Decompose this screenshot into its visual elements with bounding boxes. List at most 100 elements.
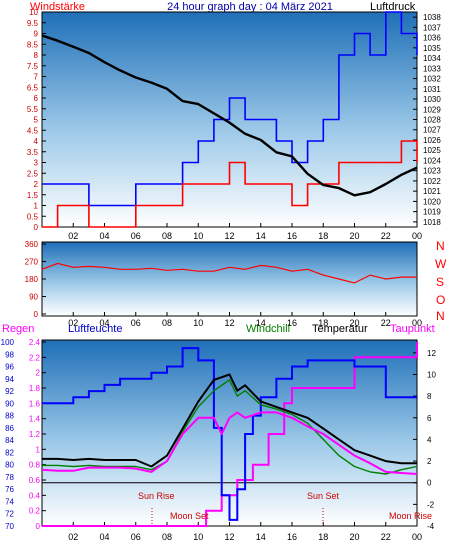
pressure-y-tick-label: 1035 bbox=[423, 44, 441, 53]
direction-x-tick-label: 06 bbox=[131, 318, 141, 328]
pressure-y-tick-label: 1029 bbox=[423, 105, 441, 114]
rain-y-tick-label: 1.4 bbox=[29, 415, 41, 424]
temp-y-tick-label: 4 bbox=[427, 435, 432, 444]
direction-y-tick-label: 90 bbox=[29, 293, 38, 302]
wind-y-tick-label: 8.5 bbox=[27, 40, 39, 49]
compass-s: S bbox=[436, 275, 444, 289]
temp-y-tick-label: -4 bbox=[427, 522, 435, 531]
temperature-line bbox=[42, 373, 417, 468]
sun-rise-label: Sun Rise bbox=[138, 491, 175, 501]
direction-x-tick-label: 20 bbox=[349, 318, 359, 328]
rain-y-tick-label: 0.8 bbox=[29, 461, 41, 470]
temp-y-tick-label: 10 bbox=[427, 370, 436, 379]
pressure-y-tick-label: 1027 bbox=[423, 126, 441, 135]
rain-y-tick-label: 1.8 bbox=[29, 384, 41, 393]
compass-w: W bbox=[435, 257, 447, 271]
pressure-y-tick-label: 1025 bbox=[423, 146, 441, 155]
pressure-y-tick-label: 1032 bbox=[423, 75, 441, 84]
moon-rise-label: Moon Rise bbox=[389, 511, 432, 521]
direction-y-tick-label: 360 bbox=[25, 240, 39, 249]
climate-x-tick-label: 14 bbox=[256, 532, 266, 542]
wind-y-tick-label: 0.5 bbox=[27, 212, 39, 221]
pressure-y-tick-label: 1034 bbox=[423, 54, 441, 63]
wind-y-tick-label: 7.5 bbox=[27, 62, 39, 71]
climate-x-tick-label: 12 bbox=[224, 532, 234, 542]
direction-x-tick-label: 10 bbox=[193, 318, 203, 328]
climate-x-tick-label: 10 bbox=[193, 532, 203, 542]
temp-y-tick-label: 12 bbox=[427, 349, 436, 358]
wind-x-tick-label: 18 bbox=[318, 231, 328, 241]
wind-y-tick-label: 9.5 bbox=[27, 19, 39, 28]
pressure-y-tick-label: 1021 bbox=[423, 187, 441, 196]
humidity-line bbox=[42, 347, 417, 521]
pressure-y-tick-label: 1024 bbox=[423, 156, 441, 165]
windchill-line bbox=[42, 379, 418, 475]
direction-plot: 0 90 180 270 360 02 04 06 08 10 12 14 16 18 20 22 00 bbox=[25, 240, 422, 328]
climate-x-tick-label: 00 bbox=[412, 532, 422, 542]
wind-y-tick-label: 8 bbox=[34, 51, 39, 60]
rain-legend: Regen bbox=[2, 323, 34, 335]
rain-y-tick-label: 1 bbox=[36, 445, 41, 454]
wind-y-tick-label: 3 bbox=[34, 159, 39, 168]
direction-x-tick-label: 12 bbox=[224, 318, 234, 328]
temp-y-tick-label: 8 bbox=[427, 392, 432, 401]
compass-o: O bbox=[436, 293, 445, 307]
wind-y-tick-label: 7 bbox=[34, 73, 39, 82]
wind-y-tick-label: 10 bbox=[29, 8, 38, 17]
wind-y-tick-label: 6.5 bbox=[27, 83, 39, 92]
wind-x-tick-label: 04 bbox=[99, 231, 109, 241]
dewpoint-legend: Taupunkt bbox=[390, 323, 435, 335]
climate-x-tick-label: 16 bbox=[287, 532, 297, 542]
wind-y-tick-label: 9 bbox=[34, 30, 39, 39]
rain-line bbox=[42, 342, 418, 527]
climate-x-tick-label: 04 bbox=[99, 532, 109, 542]
pressure-y-tick-label: 1019 bbox=[423, 208, 441, 217]
pressure-y-tick-label: 1030 bbox=[423, 95, 441, 104]
direction-y-tick-label: 0 bbox=[34, 310, 39, 319]
pressure-y-tick-label: 1031 bbox=[423, 85, 441, 94]
rain-y-tick-label: 2.4 bbox=[29, 338, 41, 347]
wind-y-tick-label: 4.5 bbox=[27, 126, 39, 135]
climate-x-tick-label: 08 bbox=[162, 532, 172, 542]
temp-y-tick-label: 6 bbox=[427, 414, 432, 423]
wind-y-tick-label: 4 bbox=[34, 137, 39, 146]
direction-x-tick-label: 00 bbox=[412, 318, 422, 328]
wind-y-tick-label: 1 bbox=[34, 202, 39, 211]
humidity-y-tick-label: 72 bbox=[5, 510, 14, 519]
pressure-y-tick-label: 1028 bbox=[423, 116, 441, 125]
rain-y-tick-label: 0.6 bbox=[29, 476, 41, 485]
left-axis-label: Windstärke bbox=[30, 1, 85, 13]
wind-x-tick-label: 22 bbox=[381, 231, 391, 241]
wind-x-tick-label: 08 bbox=[162, 231, 172, 241]
direction-x-tick-label: 14 bbox=[256, 318, 266, 328]
climate-x-tick-label: 20 bbox=[349, 532, 359, 542]
wind-x-tick-label: 16 bbox=[287, 231, 297, 241]
wind-x-tick-label: 20 bbox=[349, 231, 359, 241]
climate-plot: 0 0.2 0.4 0.6 0.8 1 1.2 1.4 1.6 1.8 2 2.2 2.4 70 72 74 7… bbox=[1, 338, 437, 542]
climate-x-tick-label: 06 bbox=[131, 532, 141, 542]
wind-line bbox=[42, 140, 418, 228]
pressure-y-tick-label: 1036 bbox=[423, 34, 441, 43]
wind-x-tick-label: 14 bbox=[256, 231, 266, 241]
compass-n-top: N bbox=[436, 239, 445, 253]
rain-y-tick-label: 1.2 bbox=[29, 430, 41, 439]
chart-title: 24 hour graph day : 04 März 2021 bbox=[167, 1, 333, 13]
wind-y-tick-label: 2 bbox=[34, 180, 39, 189]
direction-x-tick-label: 04 bbox=[99, 318, 109, 328]
humidity-y-tick-label: 94 bbox=[5, 375, 14, 384]
wind-y-tick-label: 1.5 bbox=[27, 191, 39, 200]
wind-x-tick-label: 06 bbox=[131, 231, 141, 241]
humidity-y-tick-label: 96 bbox=[5, 363, 14, 372]
humidity-y-tick-label: 80 bbox=[5, 461, 14, 470]
direction-y-tick-label: 270 bbox=[25, 258, 39, 267]
moon-set-label: Moon Set bbox=[170, 511, 209, 521]
compass-n-bottom: N bbox=[436, 309, 445, 323]
rain-y-tick-label: 1.6 bbox=[29, 399, 41, 408]
wind-y-tick-label: 5.5 bbox=[27, 105, 39, 114]
humidity-y-tick-label: 98 bbox=[5, 350, 14, 359]
humidity-y-tick-label: 90 bbox=[5, 399, 14, 408]
climate-x-tick-label: 02 bbox=[68, 532, 78, 542]
temperature-legend: Temperatur bbox=[312, 323, 368, 335]
